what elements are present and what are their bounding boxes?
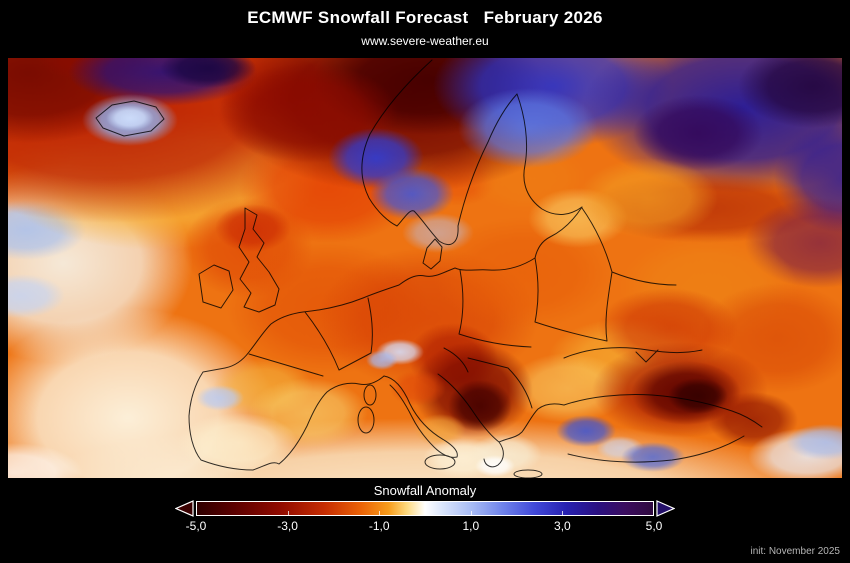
coastline-italy <box>383 375 458 458</box>
init-label: init: November 2025 <box>750 546 841 557</box>
internal-country-borders <box>248 207 677 409</box>
colorbar-tick-notch <box>470 511 472 515</box>
colorbar-right-arrow-icon <box>656 500 675 517</box>
colorbar-tick-label: -1,0 <box>368 519 390 533</box>
colorbar <box>0 500 850 517</box>
colorbar-tick-label: 1,0 <box>462 519 480 533</box>
coastline-ireland <box>198 264 234 309</box>
colorbar-gradient <box>196 501 654 516</box>
coastline-norway <box>361 59 518 245</box>
colorbar-tick-notch <box>379 511 381 515</box>
page-title: ECMWF Snowfall Forecast February 2026 <box>247 8 603 27</box>
coastline-iceland <box>95 100 165 137</box>
anomaly-canvas <box>8 58 842 478</box>
coastline-bothnia-finland <box>516 93 583 215</box>
colorbar-title: Snowfall Anomaly <box>373 483 477 498</box>
country-borders <box>95 59 763 478</box>
colorbar-tick-label: 5,0 <box>645 519 663 533</box>
colorbar-tick-label: -3,0 <box>277 519 298 533</box>
site-url: www.severe-weather.eu <box>361 34 489 48</box>
coastline-denmark <box>422 238 443 270</box>
island-corsica <box>363 384 377 406</box>
anomaly-map <box>8 58 842 478</box>
colorbar-tick-labels: -5,0 -3,0 -1,0 1,0 3,0 5,0 <box>186 519 663 534</box>
island-sicily <box>424 454 456 470</box>
colorbar-tick-label: 3,0 <box>554 519 571 533</box>
coastline-balkans-greece <box>437 373 565 468</box>
island-sardinia <box>357 406 375 434</box>
coastline-black-sea-north <box>563 347 703 363</box>
coastline-baltic-south <box>362 206 583 299</box>
island-crete <box>513 469 543 478</box>
coastline-west-europe-iberia <box>188 297 385 471</box>
coastline-turkey <box>563 394 763 463</box>
colorbar-tick-notch <box>561 511 563 515</box>
coastline-britain <box>238 207 280 313</box>
colorbar-tick-notch <box>288 511 290 515</box>
colorbar-left-arrow-icon <box>175 500 194 517</box>
colorbar-tick-label: -5,0 <box>185 519 207 533</box>
